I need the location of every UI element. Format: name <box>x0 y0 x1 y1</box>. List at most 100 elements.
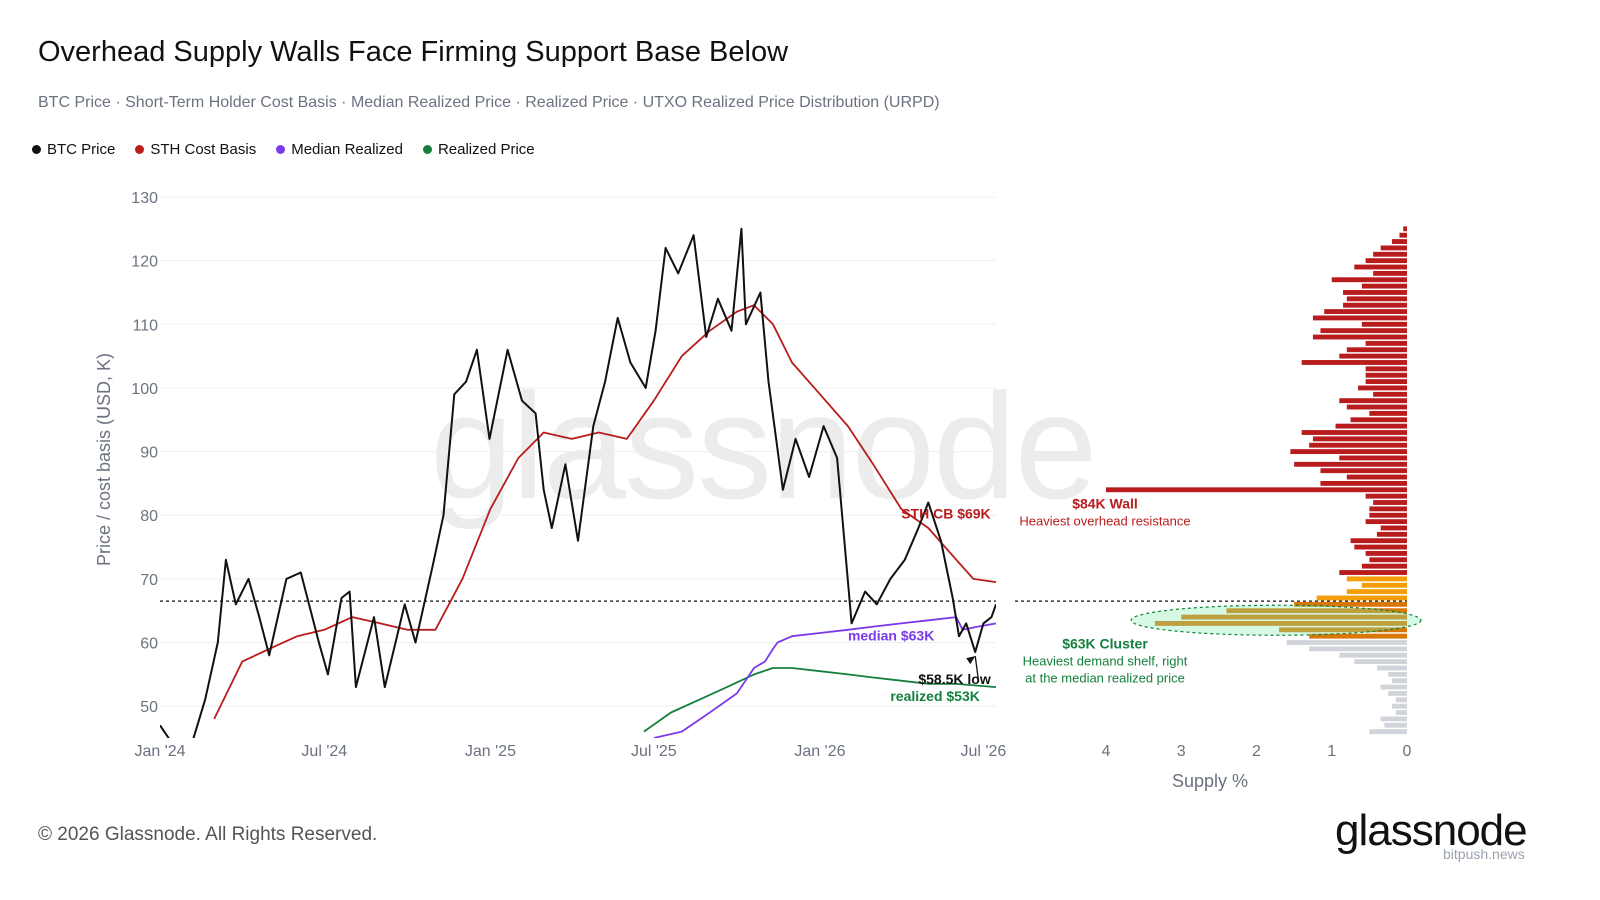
urpd-bar <box>1312 436 1407 442</box>
annotation-label: median $63K <box>848 628 934 644</box>
annotation-label: $58.5K low <box>918 671 990 687</box>
urpd-bar <box>1312 315 1407 321</box>
annotation-label: STH CB $69K <box>901 505 990 521</box>
urpd-x-tick-label: 0 <box>1403 743 1412 760</box>
urpd-bar <box>1335 423 1407 429</box>
urpd-bar <box>1365 366 1407 372</box>
series-line-median-realized <box>653 616 996 738</box>
urpd-bar <box>1346 404 1407 410</box>
urpd-bar <box>1339 398 1407 404</box>
legend-item-median-realized[interactable]: Median Realized <box>276 141 403 158</box>
legend: BTC Price STH Cost Basis Median Realized… <box>32 141 535 158</box>
copyright-footer: © 2026 Glassnode. All Rights Reserved. <box>38 824 378 845</box>
urpd-bar <box>1350 417 1407 423</box>
urpd-annotation-text: Heaviest overhead resistance <box>1019 514 1190 529</box>
x-tick-label: Jan '26 <box>794 743 845 760</box>
urpd-bar <box>1316 595 1407 601</box>
urpd-bar <box>1343 302 1407 308</box>
legend-label: Realized Price <box>437 141 535 158</box>
urpd-bar <box>1391 239 1407 244</box>
urpd-bar <box>1365 258 1407 264</box>
annotation-label: realized $53K <box>890 688 980 704</box>
urpd-bar <box>1309 646 1407 652</box>
urpd-bar <box>1365 550 1407 556</box>
urpd-bar <box>1346 576 1407 582</box>
urpd-bar <box>1354 544 1407 550</box>
urpd-bar <box>1354 264 1407 270</box>
urpd-bar <box>1369 506 1407 512</box>
urpd-bar <box>1391 678 1407 684</box>
urpd-bar <box>1373 251 1407 257</box>
urpd-bar <box>1279 627 1407 633</box>
legend-label: BTC Price <box>47 141 116 158</box>
urpd-bar <box>1346 296 1407 302</box>
legend-swatch <box>135 145 145 154</box>
urpd-x-tick-label: 4 <box>1102 743 1111 760</box>
urpd-bar <box>1391 703 1407 709</box>
urpd-x-tick-label: 1 <box>1327 743 1336 760</box>
y-tick-label: 130 <box>131 190 158 207</box>
urpd-bar <box>1369 512 1407 518</box>
background-watermark: glassnode <box>430 362 1098 530</box>
urpd-bar <box>1369 557 1407 563</box>
urpd-bar <box>1395 710 1407 715</box>
urpd-bar <box>1358 385 1407 391</box>
legend-item-btc-price[interactable]: BTC Price <box>32 141 115 158</box>
urpd-bar <box>1373 391 1407 397</box>
y-tick-label: 80 <box>140 508 158 525</box>
urpd-bar <box>1301 360 1407 365</box>
urpd-bar <box>1339 570 1407 575</box>
urpd-bar <box>1290 449 1407 455</box>
urpd-bar <box>1380 245 1407 251</box>
legend-item-sth-cost-basis[interactable]: STH Cost Basis <box>135 141 256 158</box>
legend-swatch <box>422 145 432 154</box>
urpd-bar <box>1320 480 1407 486</box>
urpd-bar <box>1294 601 1407 607</box>
x-tick-label: Jan '24 <box>134 743 185 760</box>
chart-title: Overhead Supply Walls Face Firming Suppo… <box>38 36 789 68</box>
urpd-bar <box>1395 697 1407 703</box>
urpd-bar <box>1312 334 1407 340</box>
y-axis-label: Price / cost basis (USD, K) <box>94 353 114 566</box>
urpd-bar <box>1294 461 1407 467</box>
legend-item-realized-price[interactable]: Realized Price <box>422 141 535 158</box>
urpd-bar <box>1373 500 1407 505</box>
urpd-annotation-title: $84K Wall <box>1072 496 1138 512</box>
urpd-bar <box>1376 531 1407 537</box>
urpd-bar <box>1154 621 1407 626</box>
urpd-bar <box>1403 226 1407 232</box>
urpd-bar <box>1339 652 1407 658</box>
urpd-bar <box>1365 340 1407 346</box>
urpd-bar <box>1380 716 1407 722</box>
urpd-bar <box>1361 582 1407 588</box>
urpd-bar <box>1380 525 1407 531</box>
urpd-bar <box>1369 410 1407 416</box>
legend-label: Median Realized <box>291 141 403 158</box>
urpd-x-tick-label: 3 <box>1177 743 1186 760</box>
urpd-bar <box>1361 321 1407 327</box>
x-tick-label: Jul '24 <box>301 743 347 760</box>
urpd-bar <box>1373 270 1407 276</box>
urpd-bar <box>1354 659 1407 665</box>
annotation-arrowhead <box>966 656 976 665</box>
y-tick-label: 50 <box>140 699 158 716</box>
urpd-bar <box>1339 455 1407 461</box>
urpd-bar <box>1380 684 1407 690</box>
urpd-annotation-text: at the median realized price <box>1025 671 1185 686</box>
urpd-bar <box>1365 519 1407 525</box>
urpd-x-axis-label: Supply % <box>1172 771 1248 791</box>
x-tick-label: Jul '26 <box>960 743 1006 760</box>
urpd-bar <box>1286 640 1407 645</box>
y-tick-label: 90 <box>140 445 158 462</box>
urpd-bar <box>1369 729 1407 735</box>
urpd-bar <box>1361 563 1407 569</box>
urpd-bar <box>1226 608 1407 614</box>
series-line-sth-cost-basis <box>213 304 996 720</box>
series-line-btc-price <box>160 227 996 738</box>
urpd-x-tick-label: 2 <box>1252 743 1261 760</box>
urpd-annotation-text: Heaviest demand shelf, right <box>1023 654 1188 669</box>
urpd-bar <box>1388 671 1407 677</box>
urpd-bar <box>1346 347 1407 353</box>
urpd-bar <box>1399 232 1407 238</box>
